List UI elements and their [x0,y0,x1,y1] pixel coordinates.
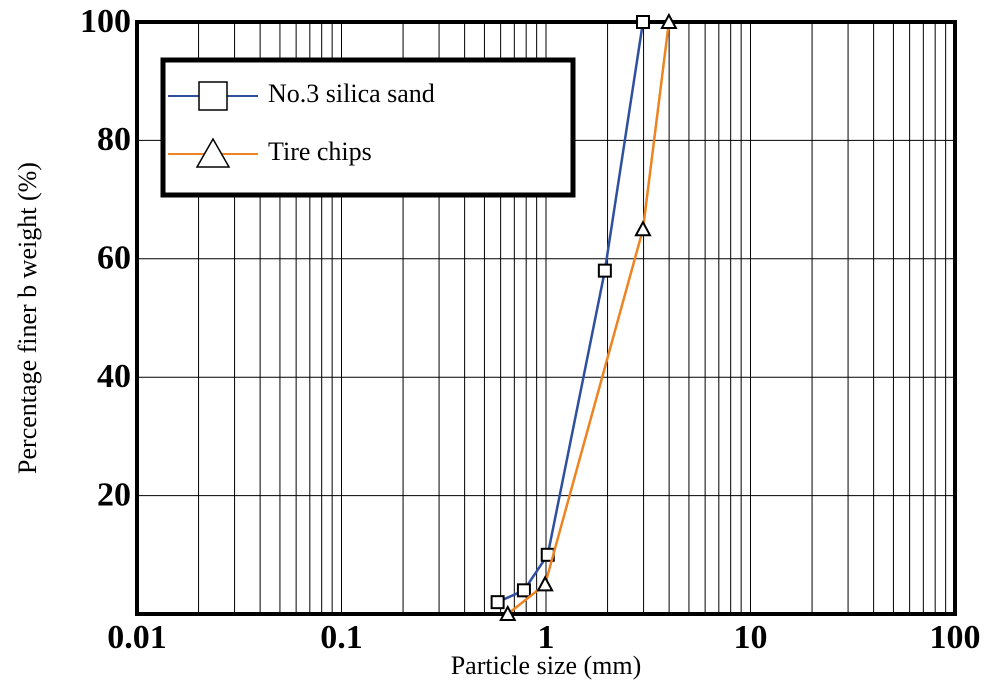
y-tick-label: 40 [97,358,131,395]
x-tick-label: 0.01 [107,619,167,656]
legend-marker [195,137,231,168]
marker [499,604,517,621]
y-tick-label: 100 [80,3,131,40]
marker [597,263,612,278]
y-axis-label: Percentage finer b weight (%) [13,162,42,474]
plot-frame [135,20,957,616]
series-line [506,21,671,615]
y-tick-label: 60 [97,240,131,277]
legend-marker [198,81,228,111]
y-tick-label: 80 [97,121,131,158]
x-tick-label: 100 [930,619,981,656]
marker [634,220,652,237]
x-tick-label: 0.1 [320,619,363,656]
marker [490,595,505,610]
marker [635,15,650,29]
marker [516,583,531,598]
marker [536,575,554,592]
x-tick-label: 10 [734,619,768,656]
x-tick-label: 1 [538,619,555,656]
marker [660,12,678,29]
y-tick-label: 20 [97,476,131,513]
x-axis-label: Particle size (mm) [451,651,642,680]
legend-label: No.3 silica sand [268,79,435,108]
legend-box [160,57,576,198]
legend-label: Tire chips [268,137,372,166]
